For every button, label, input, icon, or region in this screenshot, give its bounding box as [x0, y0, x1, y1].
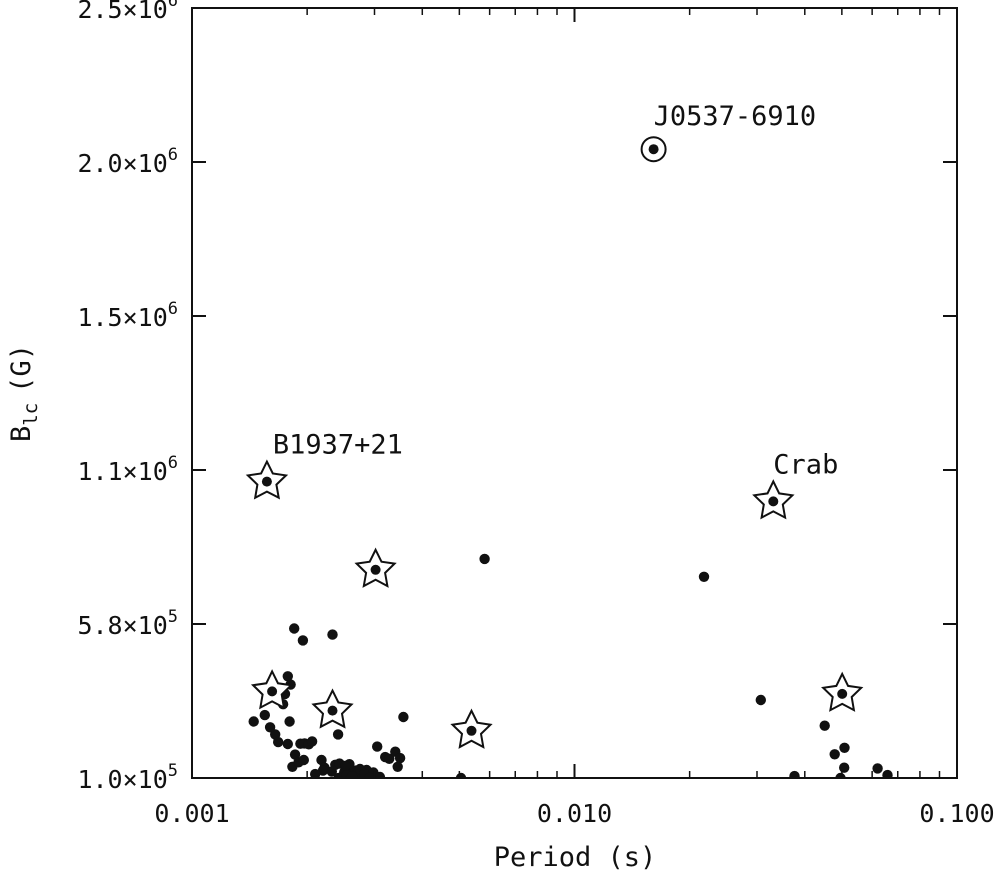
x-tick-label: 0.010: [537, 799, 612, 828]
data-point: [306, 736, 318, 747]
data-point: [829, 749, 840, 760]
x-tick-label: 0.001: [154, 799, 229, 828]
point-annotation: Crab: [773, 449, 838, 480]
y-tick-label: 2.5×106: [77, 0, 178, 24]
y-tick-label: 5.8×105: [77, 607, 178, 640]
axis-ticks: 0.001 0.010 0.100 1.0×105 5.8×105 1.1×106 1.5×…: [77, 0, 994, 828]
data-point: [392, 761, 403, 772]
data-point: [264, 722, 276, 733]
data-point: [364, 772, 375, 778]
data-point: [298, 754, 309, 766]
data-point: [310, 768, 321, 778]
data-point: [839, 762, 850, 773]
data-point: [282, 738, 293, 750]
ring-center-point: [648, 144, 659, 155]
star-center-point: [261, 476, 272, 487]
data-point: [398, 711, 409, 723]
point-annotation: J0537-6910: [654, 101, 817, 132]
star-center-point: [327, 705, 338, 716]
y-axis-label-sub: lc: [20, 403, 42, 426]
data-point: [394, 752, 406, 764]
data-point: [698, 571, 710, 582]
data-point: [289, 623, 300, 634]
data-point: [273, 736, 284, 748]
star-center-point: [466, 725, 477, 736]
data-point: [455, 772, 467, 778]
data-point: [282, 671, 293, 682]
data-point: [372, 741, 383, 752]
data-point: [839, 742, 850, 753]
x-axis-label: Period (s): [494, 842, 657, 873]
data-point: [346, 771, 358, 778]
data-point: [327, 629, 338, 640]
data-point: [789, 770, 800, 778]
data-point: [755, 694, 766, 706]
data-point: [259, 709, 270, 721]
y-tick-label: 1.0×105: [77, 761, 178, 794]
annotations: J0537-6910 B1937+21 Crab: [273, 101, 838, 480]
data-marks: [245, 136, 893, 778]
y-axis-label-unit: (G): [6, 344, 37, 393]
star-center-point: [267, 686, 278, 697]
x-tick-label: 0.100: [919, 799, 994, 828]
data-point: [819, 720, 830, 731]
data-point: [872, 763, 883, 774]
star-center-point: [837, 688, 848, 699]
data-point: [248, 716, 259, 727]
data-point: [835, 772, 846, 778]
data-point: [284, 716, 295, 727]
star-center-point: [768, 496, 779, 507]
data-point: [384, 753, 395, 764]
point-annotation: B1937+21: [273, 430, 403, 461]
plot-area: [245, 136, 893, 778]
data-point: [317, 765, 329, 776]
data-point: [479, 553, 490, 565]
y-tick-label: 2.0×106: [77, 145, 178, 178]
y-axis-label: Blc (G): [6, 344, 42, 442]
data-point: [297, 635, 309, 646]
y-axis-label-main: B: [6, 426, 37, 442]
y-tick-label: 1.5×106: [77, 299, 178, 332]
y-tick-label: 1.1×106: [77, 453, 178, 486]
data-point: [882, 769, 893, 778]
data-point: [340, 760, 351, 771]
star-center-point: [370, 564, 381, 575]
data-point: [332, 729, 344, 740]
data-point: [374, 771, 386, 778]
